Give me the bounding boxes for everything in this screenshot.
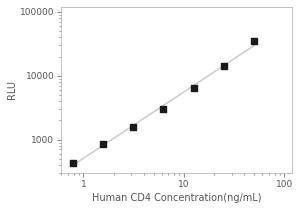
Point <box>100 142 105 146</box>
Point <box>70 161 75 165</box>
X-axis label: Human CD4 Concentration(ng/mL): Human CD4 Concentration(ng/mL) <box>92 193 262 203</box>
Point <box>131 125 136 128</box>
Point <box>252 39 256 43</box>
Point <box>222 65 226 68</box>
Point <box>191 86 196 89</box>
Y-axis label: RLU: RLU <box>7 80 17 100</box>
Point <box>161 108 166 111</box>
